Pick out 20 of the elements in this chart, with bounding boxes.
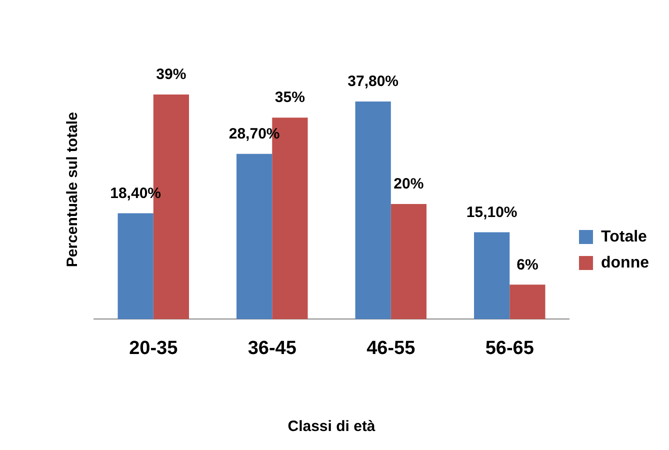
x-tick-label: 46-55 [366,338,416,359]
y-axis-title: Percentuale sul totale [64,112,82,268]
x-axis-title: Classi di età [288,418,376,436]
x-tick-label: 36-45 [248,338,297,359]
bar [355,101,391,320]
data-label: 20% [394,176,424,193]
bar [390,204,427,320]
bar [118,213,154,320]
bar [510,284,546,320]
data-label: 39% [156,66,186,84]
x-tick-label: 20-35 [129,338,178,359]
x-tick-label: 56-65 [485,338,534,359]
data-label: 35% [274,89,305,106]
data-label: 37,80% [348,73,399,90]
legend-label: donne [601,254,650,272]
legend-label: Totale [601,228,648,246]
bar [474,232,510,320]
bar [236,154,272,320]
data-label: 15,10% [466,204,518,221]
data-label: 6% [516,256,538,274]
